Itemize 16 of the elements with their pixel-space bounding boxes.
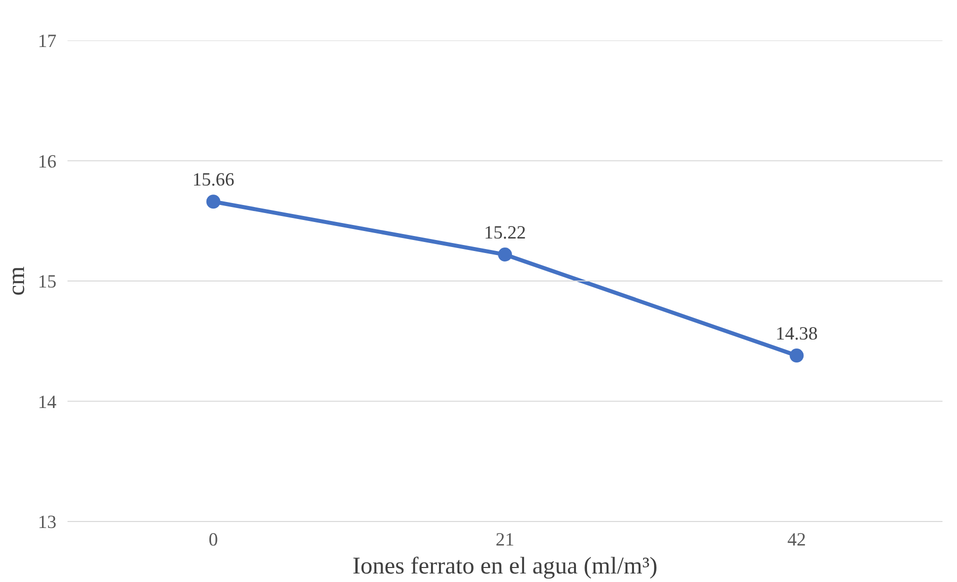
point [498, 248, 512, 262]
x-tick-label: 42 [787, 530, 806, 550]
y-tick-label: 17 [38, 31, 56, 52]
x-axis-title: Iones ferrato en el agua (ml/m³) [352, 554, 658, 580]
x-tick-label: 0 [208, 530, 218, 550]
y-tick-label: 15 [38, 272, 56, 292]
y-axis-title: cm [4, 266, 30, 296]
x-tick-label: 21 [496, 530, 514, 550]
y-tick-label: 13 [38, 512, 56, 533]
y-tick-label: 14 [38, 392, 58, 413]
y-tick-label: 16 [38, 151, 56, 172]
point [790, 348, 804, 363]
point [206, 194, 220, 209]
data-label: 15.22 [484, 222, 526, 244]
data-label: 14.38 [776, 324, 818, 345]
data-label: 15.66 [192, 170, 234, 191]
